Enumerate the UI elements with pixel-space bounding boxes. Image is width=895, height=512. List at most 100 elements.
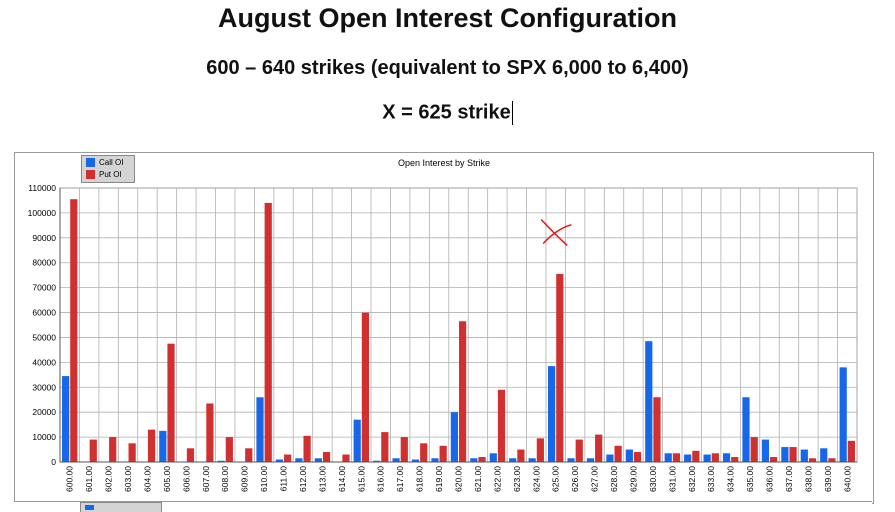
x-tick-label: 637.00	[784, 466, 794, 492]
bar-call-oi-600	[62, 376, 70, 462]
x-tick-label: 622.00	[492, 466, 502, 492]
bar-put-oi-627	[595, 434, 603, 462]
bar-put-oi-638	[808, 458, 817, 462]
bar-call-oi-615	[353, 419, 361, 462]
bar-call-oi-635	[742, 397, 750, 462]
x-tick-label: 628.00	[609, 466, 619, 492]
x-tick-label: 616.00	[376, 466, 386, 492]
x-tick-label: 607.00	[201, 466, 211, 492]
x-tick-label: 611.00	[279, 466, 289, 492]
y-tick-label: 30000	[32, 382, 56, 392]
bar-call-oi-617	[392, 458, 400, 462]
x-tick-label: 640.00	[842, 466, 852, 492]
y-tick-label: 40000	[32, 357, 56, 367]
x-tick-label: 620.00	[454, 466, 464, 492]
y-tick-label: 20000	[32, 407, 56, 417]
bar-call-oi-612	[295, 458, 303, 462]
bar-call-oi-639	[820, 448, 828, 462]
x-tick-label: 617.00	[395, 466, 405, 492]
bar-put-oi-639	[828, 458, 836, 462]
bar-put-oi-619	[439, 445, 447, 462]
annotation-cross-stroke-1	[540, 219, 568, 246]
bar-put-oi-600	[70, 199, 78, 462]
y-tick-label: 70000	[32, 283, 56, 293]
bar-call-oi-623	[509, 458, 517, 462]
x-tick-label: 602.00	[104, 466, 114, 492]
bar-put-oi-607	[206, 403, 214, 462]
bar-call-oi-628	[606, 454, 614, 462]
bar-call-oi-608	[217, 460, 225, 462]
x-tick-label: 618.00	[415, 466, 425, 492]
bar-call-oi-611	[275, 459, 284, 462]
y-tick-label: 90000	[32, 233, 56, 243]
chart-legend: Call OI Put OI	[81, 155, 135, 183]
bar-call-oi-624	[528, 458, 536, 462]
bar-put-oi-620	[459, 321, 467, 462]
second-chart-panel	[14, 501, 872, 512]
bar-call-oi-634	[722, 453, 731, 462]
bar-call-oi-626	[567, 458, 575, 462]
bar-put-oi-602	[109, 437, 117, 462]
bar-put-oi-618	[420, 443, 428, 462]
bar-put-oi-616	[381, 432, 389, 462]
page-subtitle: 600 – 640 strikes (equivalent to SPX 6,0…	[206, 57, 689, 79]
plot-area	[59, 187, 858, 463]
bar-call-oi-640	[839, 367, 847, 462]
x-tick-label: 601.00	[84, 466, 94, 492]
page-title: August Open Interest Configuration	[218, 3, 677, 33]
bar-put-oi-608	[225, 437, 233, 462]
x-tick-label: 610.00	[259, 466, 269, 492]
bar-put-oi-626	[575, 439, 583, 462]
bar-call-oi-622	[489, 453, 497, 462]
bar-call-oi-619	[431, 458, 439, 462]
bar-put-oi-634	[731, 457, 739, 462]
chart-title: Open Interest by Strike	[397, 158, 491, 168]
bar-put-oi-625	[556, 273, 564, 462]
open-interest-chart: 0 10000 20000 30000 40000 50000 60000 70000 8000…	[28, 183, 858, 492]
bar-put-oi-629	[633, 452, 642, 462]
y-tick-label: 100000	[28, 208, 57, 218]
bar-put-oi-615	[361, 312, 370, 462]
bar-call-oi-631	[664, 453, 672, 462]
bar-call-oi-630	[645, 341, 653, 462]
bar-put-oi-637	[789, 447, 797, 462]
legend-label-call-oi: Call OI	[99, 158, 124, 167]
legend-item-put-oi: Put OI	[86, 170, 122, 180]
bar-call-oi-616	[373, 460, 381, 462]
x-tick-label: 625.00	[551, 466, 561, 492]
bar-call-oi-621	[470, 458, 478, 462]
bar-call-oi-613	[314, 458, 322, 462]
bar-call-oi-638	[800, 449, 808, 462]
x-tick-label: 600.00	[65, 466, 75, 492]
bar-put-oi-622	[497, 389, 506, 462]
bar-put-oi-640	[847, 440, 855, 462]
x-tick-label: 635.00	[745, 466, 755, 492]
bar-put-oi-630	[653, 397, 661, 462]
x-tick-label: 615.00	[356, 466, 366, 492]
x-tick-label: 621.00	[473, 466, 483, 492]
x-tick-label: 624.00	[531, 466, 541, 492]
x-tick-label: 636.00	[765, 466, 775, 492]
legend-label-put-oi: Put OI	[99, 170, 122, 179]
bar-put-oi-628	[614, 445, 622, 462]
x-tick-label: 632.00	[687, 466, 697, 492]
x-tick-label: 606.00	[181, 466, 191, 492]
x-tick-label: 619.00	[434, 466, 444, 492]
bar-put-oi-604	[147, 429, 156, 462]
y-tick-label: 50000	[32, 332, 56, 342]
bar-put-oi-617	[400, 437, 408, 462]
y-tick-label: 60000	[32, 308, 56, 318]
bar-put-oi-636	[770, 457, 778, 462]
bar-put-oi-611	[284, 454, 292, 462]
bar-call-oi-618	[411, 459, 420, 462]
bar-put-oi-623	[517, 449, 525, 462]
y-tick-label: 0	[51, 457, 56, 467]
second-chart-legend	[80, 502, 162, 512]
x-tick-label: 626.00	[570, 466, 580, 492]
bar-put-oi-614	[342, 454, 350, 462]
bar-put-oi-621	[478, 457, 486, 462]
bar-call-oi-636	[761, 439, 770, 462]
x-tick-label: 631.00	[667, 466, 677, 492]
bar-call-oi-632	[684, 454, 692, 462]
x-tick-label: 604.00	[142, 466, 152, 492]
